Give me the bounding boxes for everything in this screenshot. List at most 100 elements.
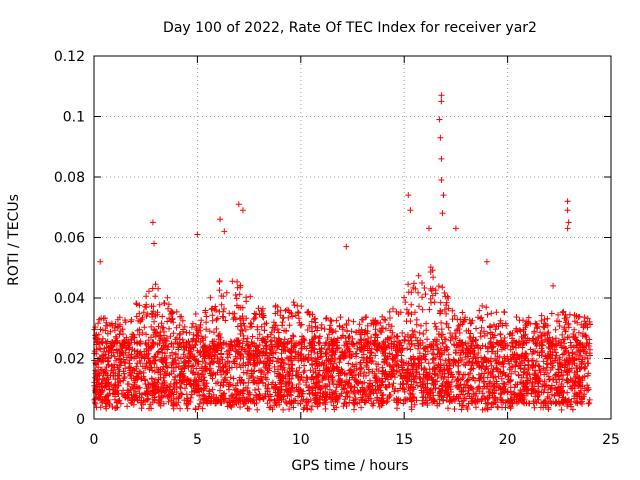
data-point bbox=[233, 391, 240, 398]
data-point bbox=[577, 379, 584, 386]
data-point bbox=[111, 353, 118, 360]
data-point bbox=[317, 386, 324, 393]
data-point bbox=[431, 364, 438, 371]
data-point bbox=[498, 342, 505, 349]
data-point bbox=[349, 335, 356, 342]
data-point bbox=[442, 381, 448, 387]
data-point bbox=[226, 359, 233, 366]
data-point bbox=[158, 335, 165, 342]
data-point bbox=[192, 406, 199, 413]
data-point bbox=[540, 358, 547, 365]
data-point bbox=[339, 348, 346, 355]
data-point bbox=[526, 337, 533, 344]
data-point bbox=[242, 384, 249, 391]
data-point bbox=[513, 327, 520, 334]
data-point bbox=[215, 336, 222, 343]
data-point bbox=[168, 317, 174, 324]
data-point bbox=[154, 341, 161, 348]
data-point bbox=[230, 382, 236, 389]
data-point bbox=[137, 338, 144, 345]
data-point bbox=[478, 370, 485, 377]
data-point bbox=[555, 311, 562, 318]
data-point bbox=[445, 405, 451, 412]
data-point bbox=[234, 323, 241, 330]
data-point bbox=[244, 388, 251, 395]
data-point bbox=[244, 335, 251, 342]
data-point bbox=[165, 301, 172, 308]
data-point bbox=[576, 390, 583, 397]
data-point bbox=[260, 314, 267, 321]
data-point bbox=[221, 305, 227, 312]
data-point bbox=[385, 353, 391, 360]
data-point bbox=[150, 340, 157, 347]
data-point bbox=[290, 404, 297, 411]
data-point bbox=[514, 328, 521, 335]
data-point bbox=[419, 294, 425, 301]
data-point bbox=[158, 320, 165, 327]
data-point bbox=[538, 349, 545, 356]
data-point bbox=[408, 398, 415, 405]
data-point bbox=[341, 370, 348, 377]
data-point bbox=[309, 389, 316, 396]
data-point bbox=[512, 356, 518, 363]
data-point bbox=[309, 403, 315, 410]
data-point bbox=[575, 314, 582, 321]
data-point bbox=[114, 337, 121, 344]
data-point bbox=[542, 367, 549, 374]
data-point bbox=[155, 367, 162, 373]
data-point bbox=[447, 337, 454, 344]
data-point bbox=[463, 395, 469, 402]
data-point bbox=[197, 339, 204, 346]
data-point bbox=[161, 355, 168, 362]
data-point bbox=[262, 338, 269, 345]
data-point bbox=[155, 285, 162, 292]
data-point bbox=[207, 294, 214, 301]
data-point bbox=[407, 346, 414, 353]
data-point bbox=[116, 362, 123, 369]
data-point bbox=[343, 341, 350, 348]
data-point bbox=[540, 323, 547, 330]
data-point bbox=[534, 388, 541, 395]
data-point bbox=[438, 326, 445, 333]
data-point bbox=[296, 340, 303, 347]
data-point bbox=[512, 363, 519, 370]
data-point bbox=[223, 289, 230, 296]
data-point bbox=[370, 400, 377, 407]
data-point bbox=[521, 366, 528, 373]
data-point bbox=[114, 324, 121, 330]
data-point bbox=[123, 345, 130, 351]
data-point bbox=[105, 347, 112, 354]
data-point bbox=[477, 345, 484, 352]
data-point bbox=[222, 317, 229, 324]
data-point bbox=[443, 336, 449, 343]
data-point bbox=[568, 403, 575, 410]
y-tick-label: 0.04 bbox=[54, 291, 85, 307]
data-point bbox=[239, 207, 246, 214]
data-point bbox=[93, 404, 100, 411]
data-point bbox=[175, 344, 182, 351]
data-point bbox=[532, 341, 539, 347]
data-point bbox=[261, 321, 268, 328]
data-point bbox=[148, 344, 155, 351]
data-point bbox=[375, 368, 382, 374]
data-point bbox=[431, 320, 438, 327]
data-point bbox=[181, 343, 188, 350]
data-point bbox=[234, 278, 241, 285]
data-point bbox=[532, 371, 539, 378]
data-point bbox=[482, 366, 489, 373]
data-point bbox=[410, 356, 417, 363]
y-tick-label: 0.1 bbox=[63, 110, 85, 126]
data-point bbox=[401, 388, 408, 395]
data-point bbox=[171, 376, 178, 383]
data-point bbox=[257, 396, 263, 403]
data-point bbox=[228, 347, 234, 354]
data-point bbox=[176, 376, 183, 383]
data-point bbox=[439, 284, 446, 291]
data-point bbox=[136, 326, 143, 333]
data-point bbox=[172, 336, 179, 343]
data-point bbox=[304, 327, 311, 333]
data-point bbox=[368, 334, 375, 341]
data-point bbox=[229, 278, 236, 285]
data-point bbox=[286, 386, 293, 393]
data-point bbox=[582, 363, 589, 370]
